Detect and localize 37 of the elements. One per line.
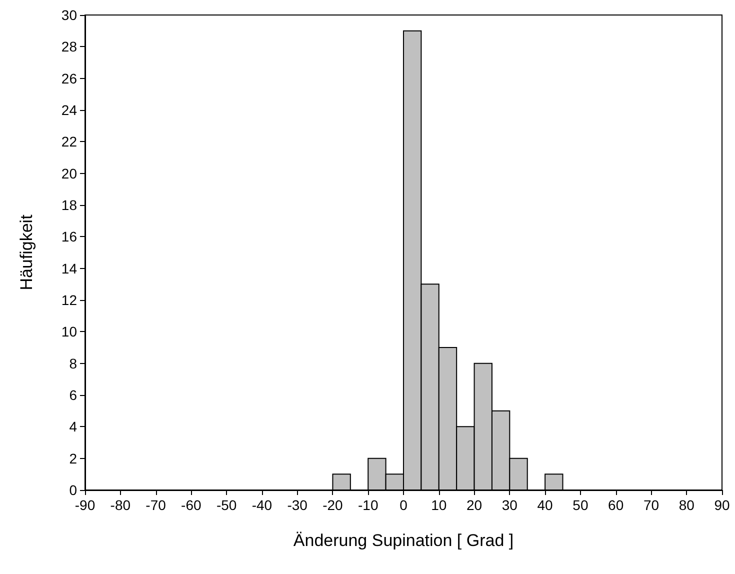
- y-tick-label: 20: [61, 165, 78, 182]
- x-tick-label: 20: [466, 497, 482, 513]
- x-tick-label: 10: [431, 497, 447, 513]
- y-tick-label: 8: [69, 355, 78, 372]
- y-tick-label: 16: [61, 228, 78, 245]
- x-tick-label: 40: [537, 497, 554, 513]
- x-tick-label: -80: [110, 497, 131, 513]
- y-tick-label: 24: [61, 102, 78, 118]
- y-tick-label: 22: [61, 134, 78, 150]
- x-axis-title: Änderung Supination [ Grad ]: [293, 531, 514, 550]
- y-axis-title: Häufigkeit: [17, 214, 36, 290]
- y-tick-label: 6: [69, 387, 78, 403]
- x-tick-label: 50: [572, 497, 588, 513]
- x-tick-label: 70: [643, 497, 660, 513]
- y-tick-label: 10: [61, 324, 78, 340]
- y-tick-label: 2: [69, 450, 78, 466]
- x-tick-label: -30: [287, 497, 308, 513]
- y-tick-label: 4: [69, 418, 78, 435]
- x-tick-label: -90: [74, 497, 96, 513]
- x-tick-label: 0: [400, 497, 408, 513]
- y-tick-label: 0: [69, 482, 78, 498]
- y-tick-label: 28: [61, 38, 78, 55]
- x-tick-label: -10: [358, 497, 378, 513]
- x-tick-label: 60: [608, 497, 624, 513]
- x-tick-label: -70: [146, 497, 166, 513]
- y-tick-label: 30: [61, 7, 78, 23]
- y-tick-label: 26: [61, 70, 78, 86]
- x-tick-label: 90: [714, 497, 730, 513]
- x-tick-label: -40: [252, 497, 272, 513]
- y-tick-label: 18: [61, 197, 78, 213]
- y-tick-label: 14: [61, 260, 78, 276]
- x-tick-label: -60: [181, 497, 202, 513]
- x-tick-label: -50: [216, 497, 237, 513]
- y-tick-label: 12: [61, 292, 78, 308]
- x-tick-label: -20: [322, 497, 344, 513]
- x-tick-label: 30: [502, 497, 518, 513]
- x-tick-label: 80: [678, 497, 695, 513]
